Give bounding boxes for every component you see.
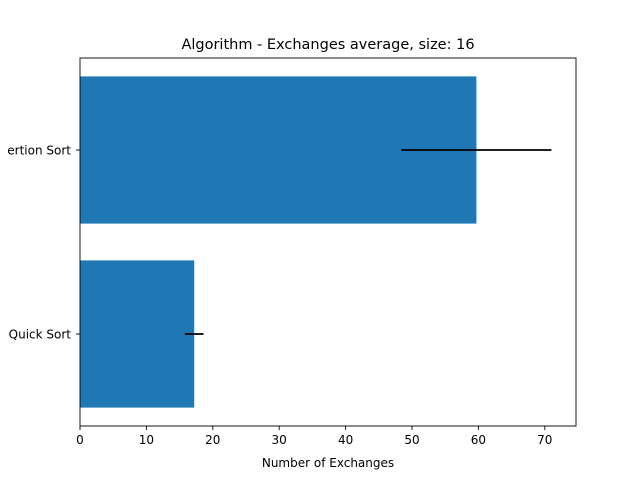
x-tick-label: 20 xyxy=(205,433,220,447)
x-tick-label: 60 xyxy=(471,433,486,447)
x-tick-label: 50 xyxy=(404,433,419,447)
y-axis-ticks: Quick Sort ertion Sort xyxy=(7,144,80,342)
x-tick-label: 30 xyxy=(272,433,287,447)
y-tick-label: ertion Sort xyxy=(7,144,71,158)
x-tick-label: 40 xyxy=(338,433,353,447)
x-axis-ticks: 0 10 20 30 40 50 60 70 xyxy=(76,426,552,447)
plot-frame xyxy=(79,57,577,427)
chart-title: Algorithm - Exchanges average, size: 16 xyxy=(181,37,474,53)
y-tick-label: Quick Sort xyxy=(9,328,72,342)
x-tick-label: 70 xyxy=(537,433,552,447)
bar-quick-sort xyxy=(80,260,195,408)
x-axis-label: Number of Exchanges xyxy=(262,456,394,470)
x-tick-label: 10 xyxy=(139,433,154,447)
x-tick-label: 0 xyxy=(76,433,84,447)
error-bars-layer xyxy=(184,149,552,335)
